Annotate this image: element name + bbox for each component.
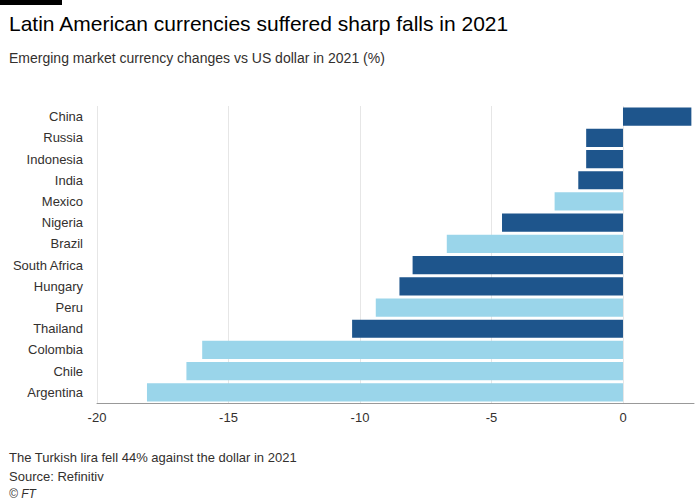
svg-text:Indonesia: Indonesia (27, 152, 84, 167)
svg-text:-15: -15 (219, 410, 238, 425)
svg-text:Latin American currencies suff: Latin American currencies suffered sharp… (9, 12, 508, 35)
svg-text:Thailand: Thailand (33, 321, 83, 336)
svg-text:Emerging market currency chang: Emerging market currency changes vs US d… (9, 50, 385, 66)
svg-text:Chile: Chile (53, 364, 83, 379)
svg-text:China: China (49, 109, 84, 124)
svg-text:Colombia: Colombia (28, 342, 84, 357)
svg-text:-5: -5 (486, 410, 498, 425)
svg-text:Hungary: Hungary (34, 279, 84, 294)
svg-text:Argentina: Argentina (27, 385, 83, 400)
svg-text:Source: Refinitiv: Source: Refinitiv (9, 469, 104, 484)
svg-text:The Turkish lira fell 44% agai: The Turkish lira fell 44% against the do… (9, 450, 297, 465)
svg-text:Peru: Peru (56, 300, 83, 315)
svg-text:South Africa: South Africa (13, 258, 84, 273)
svg-text:Russia: Russia (43, 130, 84, 145)
svg-text:© FT: © FT (9, 487, 38, 500)
svg-text:-10: -10 (351, 410, 370, 425)
svg-text:Nigeria: Nigeria (42, 215, 84, 230)
svg-text:Mexico: Mexico (42, 194, 83, 209)
svg-text:-20: -20 (88, 410, 107, 425)
svg-text:0: 0 (619, 410, 626, 425)
svg-text:Brazil: Brazil (50, 236, 83, 251)
svg-text:India: India (55, 173, 84, 188)
